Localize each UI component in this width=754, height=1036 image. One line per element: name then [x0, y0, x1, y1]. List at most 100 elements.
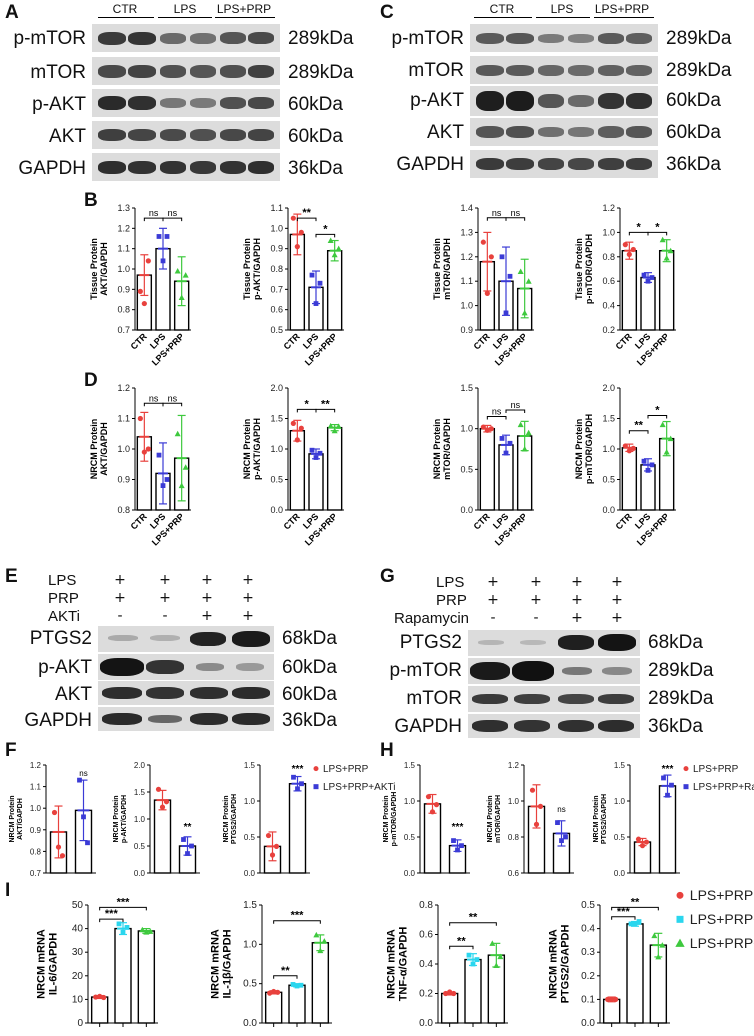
data-point: [641, 458, 647, 464]
blot-strip: [470, 150, 658, 178]
data-point: [499, 254, 505, 260]
sig-bracket: [486, 217, 507, 221]
y-tick-label: 1.2: [117, 223, 130, 233]
data-point: [182, 464, 189, 470]
blot-strip: [468, 658, 640, 684]
data-point: [521, 309, 528, 316]
condition-sign: -: [117, 608, 123, 624]
condition-sign: +: [159, 572, 171, 588]
chart-I3: 0.0 0.2 0.4 0.6 0.8 NRCM mRNATNF-α/GAPDH ****: [385, 900, 508, 1029]
data-point: [639, 843, 646, 849]
data-point: [480, 424, 486, 430]
data-point: [290, 420, 296, 426]
y-axis-label-line: NRCM Protein: [9, 795, 16, 842]
legend-label: LPS+PRP+AKTi: [323, 782, 395, 793]
blot-strip: [468, 686, 640, 712]
y-axis-label-line: p-AKT/GAPDH: [121, 795, 128, 843]
data-point: [317, 450, 323, 456]
sig-label: ***: [291, 910, 305, 922]
data-point: [295, 786, 300, 792]
data-point: [605, 996, 611, 1003]
blot-strip: [92, 57, 280, 85]
condition-sign: +: [114, 572, 126, 588]
sig-label: *: [655, 221, 660, 233]
panel-label-i: I: [5, 880, 11, 901]
y-tick-label: 0.0: [460, 505, 473, 515]
blot-row-label: PTGS2: [29, 628, 92, 649]
data-point: [141, 449, 147, 455]
panel-label-h: H: [380, 740, 394, 761]
chart-D2: 0.0 0.5 1.0 1.5 2.0 NRCM Proteinp-AKT/GAPDH CT…: [242, 383, 344, 548]
y-axis-label-line: NRCM mRNA: [385, 929, 397, 999]
data-point: [294, 244, 300, 250]
y-tick-label: 0.6: [270, 305, 283, 315]
data-point: [317, 280, 323, 286]
blot-strip: [470, 86, 658, 116]
chart-H3: 0.0 0.5 1.0 1.5 NRCM ProteinPTGS2/GAPDH *** LP…: [593, 761, 754, 878]
chart-B3: 0.9 1.0 1.1 1.2 1.3 1.4 Tissue ProteinmTOR/GAP…: [432, 203, 534, 368]
data-point: [189, 843, 194, 849]
blot-kda: 289kDa: [648, 660, 714, 681]
chart-B1: 0.7 0.8 0.9 1.0 1.1 1.2 1.3 Tissue ProteinAKT/G…: [89, 203, 191, 368]
data-point: [622, 242, 628, 248]
blot-strip: [470, 118, 658, 146]
sig-bracket: [143, 217, 164, 222]
data-point: [291, 774, 296, 780]
data-point: [294, 983, 300, 989]
blot-kda: 36kDa: [288, 158, 343, 179]
data-point: [488, 254, 494, 260]
group-underline: [474, 17, 532, 18]
sig-label: **: [631, 896, 640, 908]
y-tick-label: 0.0: [243, 1018, 257, 1029]
group-underline: [158, 17, 212, 18]
bar: [288, 783, 307, 874]
group-label: LPS: [550, 2, 574, 16]
condition-sign: +: [611, 592, 623, 608]
sig-label: *: [655, 404, 660, 416]
sig-label: ns: [511, 208, 521, 218]
y-tick-label: 0.6: [508, 869, 520, 878]
group-underline: [215, 17, 275, 18]
sig-bracket: [647, 414, 668, 419]
legend-marker: [675, 938, 685, 947]
blot-row-label: AKT: [49, 126, 86, 147]
data-point: [335, 245, 342, 252]
legend-label: LPS+PRP: [693, 764, 739, 775]
bar: [114, 927, 132, 1024]
data-point: [120, 929, 126, 935]
y-tick-label: 1.0: [404, 797, 416, 806]
y-tick-label: 1.1: [117, 244, 130, 254]
blot-row-label: p-mTOR: [13, 28, 86, 49]
bar: [640, 276, 656, 331]
data-point: [273, 843, 280, 849]
group-underline: [536, 17, 590, 18]
blot-row-label: mTOR: [406, 688, 462, 709]
chart-H2: 0.6 0.8 1.0 1.2 NRCM ProteinmTOR/GAPDH ns: [487, 761, 574, 878]
blot-kda: 289kDa: [666, 60, 732, 81]
data-point: [659, 236, 666, 243]
chart-F1: 0.7 0.8 0.9 1.0 1.1 1.2 NRCM ProteinAKT/GAPDH n…: [9, 761, 96, 878]
data-point: [649, 275, 655, 280]
data-point: [626, 251, 632, 257]
data-point: [139, 926, 146, 933]
data-point: [298, 982, 304, 988]
condition-sign: +: [242, 608, 254, 624]
data-point: [451, 990, 457, 997]
sig-label: ns: [168, 393, 178, 403]
y-tick-label: 0.8: [270, 264, 283, 274]
legend-label: LPS+PRP+Rapamycin: [690, 935, 754, 951]
y-tick-label: 0.0: [614, 869, 626, 878]
data-point: [313, 301, 319, 306]
data-point: [164, 477, 170, 482]
y-tick-label: 0.5: [404, 833, 416, 842]
data-point: [275, 989, 281, 995]
legend-marker: [676, 891, 684, 899]
data-point: [643, 839, 650, 845]
data-point: [335, 423, 342, 429]
y-tick-label: 1.0: [244, 797, 256, 806]
blot-kda: 60kDa: [282, 684, 337, 705]
data-point: [267, 990, 273, 996]
